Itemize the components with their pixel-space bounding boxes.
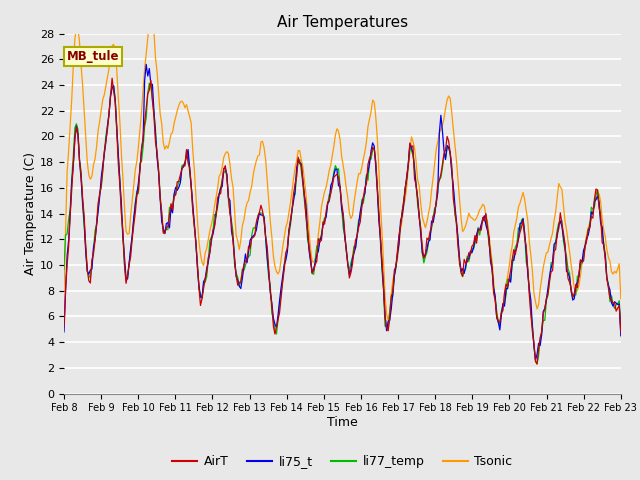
Tsonic (228, 176, 236, 181)
li75_t (129, 232, 136, 238)
Line: li75_t: li75_t (64, 64, 621, 360)
AirT (255, 209, 263, 215)
X-axis label: Time: Time (327, 416, 358, 429)
li77_temp (228, 218, 236, 224)
Tsonic (147, 16, 155, 22)
li75_t (532, 357, 540, 363)
AirT (617, 330, 625, 336)
li77_temp (589, 206, 596, 212)
Line: li77_temp: li77_temp (64, 83, 621, 364)
li77_temp (145, 80, 153, 86)
Legend: AirT, li75_t, li77_temp, Tsonic: AirT, li75_t, li77_temp, Tsonic (167, 450, 518, 473)
Line: Tsonic: Tsonic (64, 19, 621, 323)
Line: AirT: AirT (64, 78, 621, 364)
li75_t (255, 211, 263, 216)
AirT (108, 75, 116, 81)
Tsonic (617, 296, 625, 301)
AirT (246, 245, 254, 251)
li77_temp (305, 244, 313, 250)
li75_t (142, 61, 150, 67)
Text: MB_tule: MB_tule (67, 50, 119, 63)
li75_t (305, 248, 313, 253)
AirT (60, 324, 68, 330)
AirT (228, 221, 236, 227)
Title: Air Temperatures: Air Temperatures (277, 15, 408, 30)
Tsonic (496, 320, 504, 326)
li75_t (589, 211, 596, 217)
Tsonic (255, 152, 263, 158)
li77_temp (129, 234, 136, 240)
Tsonic (129, 198, 136, 204)
li75_t (228, 228, 236, 234)
AirT (589, 215, 596, 221)
AirT (130, 222, 138, 228)
li75_t (617, 333, 625, 339)
AirT (533, 361, 541, 367)
li75_t (246, 237, 254, 243)
li77_temp (60, 266, 68, 272)
Tsonic (305, 229, 313, 235)
li75_t (60, 329, 68, 335)
Tsonic (60, 288, 68, 293)
li77_temp (617, 327, 625, 333)
li77_temp (246, 252, 254, 258)
li77_temp (533, 361, 541, 367)
Tsonic (589, 209, 596, 215)
Tsonic (246, 190, 254, 195)
Y-axis label: Air Temperature (C): Air Temperature (C) (24, 152, 37, 275)
li77_temp (255, 210, 263, 216)
AirT (305, 243, 313, 249)
